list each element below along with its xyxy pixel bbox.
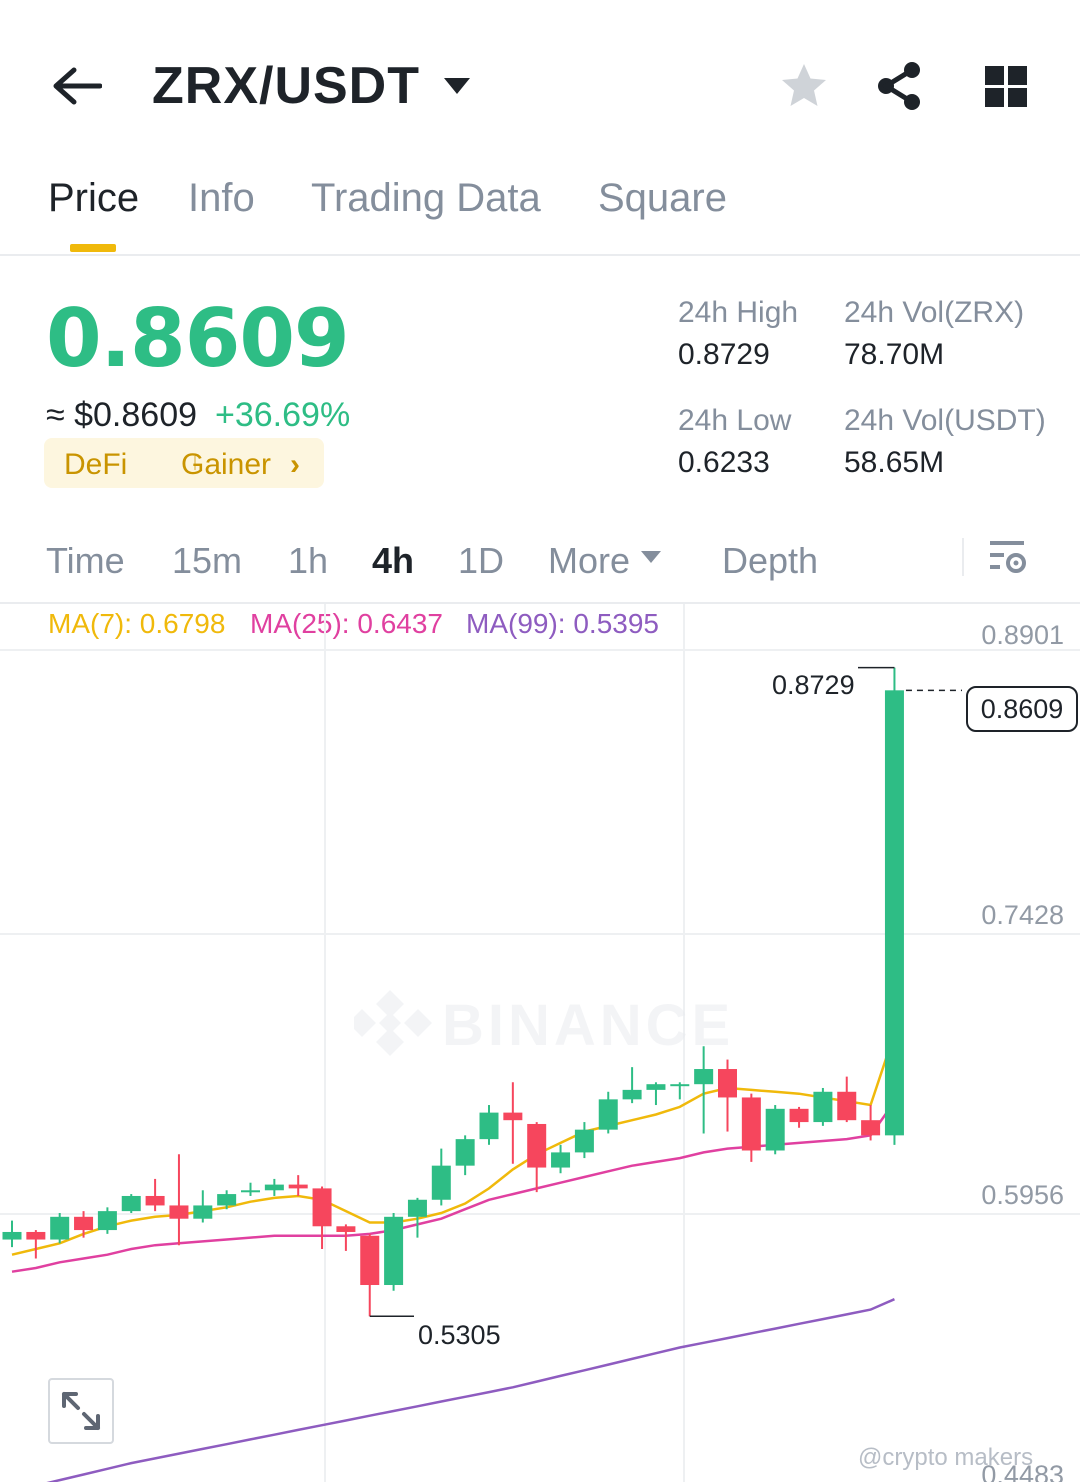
- header: ZRX/USDT: [0, 0, 1080, 170]
- interval-depth[interactable]: Depth: [722, 540, 819, 581]
- tag-divider: [194, 456, 196, 470]
- high-label: 24h High: [678, 296, 799, 329]
- low-value: 0.6233: [678, 446, 770, 479]
- candle-body: [50, 1216, 70, 1240]
- vol-base-label: 24h Vol(ZRX): [844, 296, 1025, 329]
- y-axis-label: 0.7428: [981, 900, 1064, 930]
- change-percent: +36.69%: [215, 396, 351, 434]
- vol-quote-value: 58.65M: [844, 446, 945, 479]
- candle-body: [527, 1123, 547, 1168]
- candle-body: [145, 1195, 165, 1206]
- active-tab-indicator: [70, 244, 116, 252]
- candle-body: [574, 1129, 594, 1153]
- candle-body: [455, 1139, 475, 1166]
- candle-body: [837, 1091, 857, 1121]
- candle-body: [718, 1069, 737, 1098]
- high-annotation: 0.8729: [772, 670, 855, 700]
- interval-bar: Time 15m 1h 4h 1D More Depth: [0, 520, 1080, 604]
- interval-divider: [962, 538, 964, 576]
- candle-body: [431, 1165, 451, 1200]
- ma25-line: [11, 1101, 896, 1273]
- expand-icon: [62, 1392, 100, 1430]
- main-tabs: Price Info Trading Data Square: [0, 170, 1080, 256]
- credit-watermark: @crypto makers: [858, 1444, 1034, 1471]
- candle-body: [74, 1216, 94, 1231]
- candle-body: [622, 1089, 642, 1100]
- high-value: 0.8729: [678, 338, 770, 371]
- candle-body: [670, 1084, 690, 1087]
- usd-price: ≈ $0.8609: [46, 396, 198, 434]
- ma99-line: [46, 1298, 895, 1482]
- candle-body: [384, 1216, 404, 1286]
- low-annotation: 0.5305: [418, 1320, 501, 1350]
- candle-body: [479, 1112, 499, 1140]
- y-axis-label: 0.4483: [981, 1460, 1064, 1482]
- candle-body: [765, 1108, 785, 1151]
- candle-body: [741, 1097, 761, 1151]
- candle-body: [288, 1184, 308, 1189]
- interval-1h[interactable]: 1h: [288, 540, 329, 581]
- candle-body: [884, 690, 904, 1136]
- current-price-marker: 0.8609: [966, 686, 1078, 732]
- candle-body: [336, 1226, 356, 1232]
- tab-info[interactable]: Info: [188, 176, 255, 220]
- ma99-label: MA(99): 0.5395: [466, 608, 659, 639]
- candle-body: [264, 1184, 284, 1191]
- interval-15m[interactable]: 15m: [172, 540, 243, 581]
- interval-more[interactable]: More: [548, 540, 631, 581]
- ma7-line: [11, 1033, 896, 1256]
- interval-time[interactable]: Time: [46, 540, 125, 581]
- watermark-text: BINANCE: [442, 993, 735, 1058]
- y-axis-label: 0.5956: [981, 1180, 1064, 1210]
- candle-body: [97, 1211, 117, 1231]
- last-price: 0.8609: [46, 292, 350, 385]
- tag-defi[interactable]: DeFi: [64, 448, 128, 481]
- candle-body: [694, 1069, 714, 1085]
- candle-body: [2, 1231, 22, 1240]
- candle-body: [241, 1190, 260, 1193]
- tab-trading-data[interactable]: Trading Data: [311, 176, 541, 220]
- candle-body: [407, 1199, 427, 1217]
- chevron-right-icon[interactable]: ›: [290, 448, 300, 481]
- chart-settings-icon[interactable]: [988, 538, 1028, 583]
- candle-body: [598, 1099, 618, 1130]
- interval-4h[interactable]: 4h: [372, 540, 415, 581]
- tag-row[interactable]: DeFi Gainer ›: [44, 438, 324, 488]
- candle-body: [26, 1231, 46, 1240]
- star-icon[interactable]: [778, 58, 830, 114]
- candle-body: [121, 1195, 141, 1212]
- candle-body: [312, 1188, 332, 1227]
- candle-body: [503, 1112, 523, 1121]
- vol-quote-label: 24h Vol(USDT): [844, 404, 1046, 437]
- grid-icon[interactable]: [982, 58, 1034, 114]
- vol-base-value: 78.70M: [844, 338, 945, 371]
- binance-logo-icon: [348, 990, 432, 1056]
- tab-square[interactable]: Square: [598, 176, 727, 220]
- candle-body: [193, 1205, 213, 1219]
- expand-chart-button[interactable]: [48, 1378, 114, 1444]
- pair-title[interactable]: ZRX/USDT: [152, 57, 420, 115]
- candlestick-chart[interactable]: [0, 604, 1080, 1482]
- candle-body: [646, 1084, 666, 1090]
- candle-body: [360, 1235, 380, 1286]
- y-axis-label: 0.8901: [981, 620, 1064, 650]
- candle-body: [217, 1194, 237, 1206]
- ma25-label: MA(25): 0.6437: [250, 608, 443, 639]
- arrow-left-icon[interactable]: [50, 62, 103, 110]
- ma7-label: MA(7): 0.6798: [48, 608, 226, 639]
- caret-down-icon[interactable]: [640, 550, 662, 571]
- tag-gainer[interactable]: Gainer: [181, 448, 272, 481]
- candle-body: [861, 1120, 881, 1136]
- watermark: BINANCE: [348, 988, 730, 1058]
- tab-price[interactable]: Price: [48, 176, 140, 220]
- candle-body: [551, 1152, 571, 1168]
- candle-body: [169, 1205, 189, 1219]
- candle-body: [813, 1091, 833, 1123]
- candle-body: [789, 1108, 809, 1123]
- caret-down-icon[interactable]: [442, 76, 472, 100]
- interval-1d[interactable]: 1D: [458, 540, 505, 581]
- share-icon[interactable]: [874, 58, 926, 114]
- low-label: 24h Low: [678, 404, 792, 437]
